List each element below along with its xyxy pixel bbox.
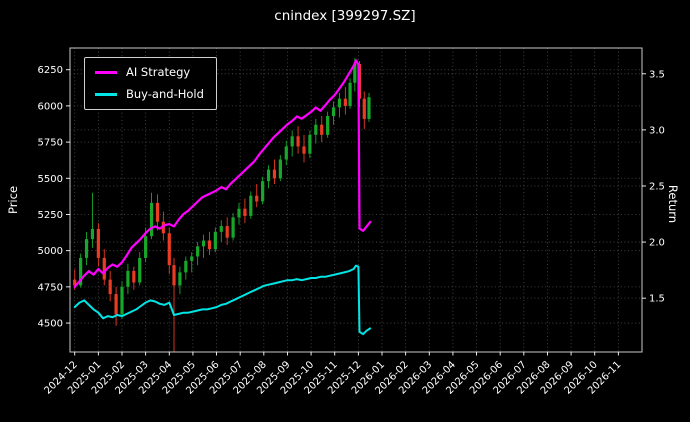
return-tick-label: 2.0 xyxy=(649,238,665,249)
price-tick-label: 5250 xyxy=(38,210,63,221)
chart-title: cnindex [399297.SZ] xyxy=(274,8,416,24)
plot-border xyxy=(69,47,643,353)
legend-label-buy-and-hold: Buy-and-Hold xyxy=(126,87,204,101)
return-tick-label: 3.5 xyxy=(649,69,665,80)
gridlines xyxy=(70,48,642,352)
y-axis-label-price: Price xyxy=(6,185,20,215)
legend: AI Strategy Buy-and-Hold xyxy=(84,57,217,110)
price-tick-label: 4750 xyxy=(38,282,63,293)
candlestick-series xyxy=(73,58,371,352)
price-tick-label: 5500 xyxy=(38,174,63,185)
series-line-buy-and-hold xyxy=(73,264,372,336)
return-tick-label: 3.0 xyxy=(649,125,665,136)
return-tick-label: 1.5 xyxy=(649,294,665,305)
legend-line-buy-and-hold xyxy=(95,92,117,96)
price-tick-label: 6250 xyxy=(38,65,63,76)
price-tick-label: 6000 xyxy=(38,101,63,112)
price-tick-label: 5000 xyxy=(38,246,63,257)
price-tick-label: 5750 xyxy=(38,138,63,149)
series-line-ai-strategy xyxy=(73,59,372,288)
legend-item-ai-strategy: AI Strategy xyxy=(95,65,204,79)
legend-item-buy-and-hold: Buy-and-Hold xyxy=(95,87,204,101)
return-tick-label: 2.5 xyxy=(649,181,665,192)
legend-label-ai-strategy: AI Strategy xyxy=(126,65,191,79)
y-axis-label-return: Return xyxy=(666,184,680,224)
legend-line-ai-strategy xyxy=(95,70,117,74)
price-tick-label: 4500 xyxy=(38,319,63,330)
